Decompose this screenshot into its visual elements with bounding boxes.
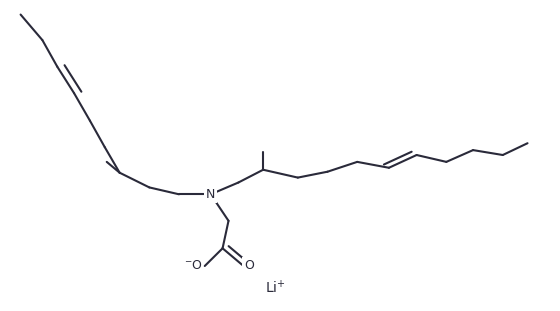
Text: Li$^{+}$: Li$^{+}$ [265,279,286,296]
Text: O: O [244,258,254,272]
Text: $^{-}$O: $^{-}$O [184,259,203,272]
Text: N: N [206,188,216,201]
